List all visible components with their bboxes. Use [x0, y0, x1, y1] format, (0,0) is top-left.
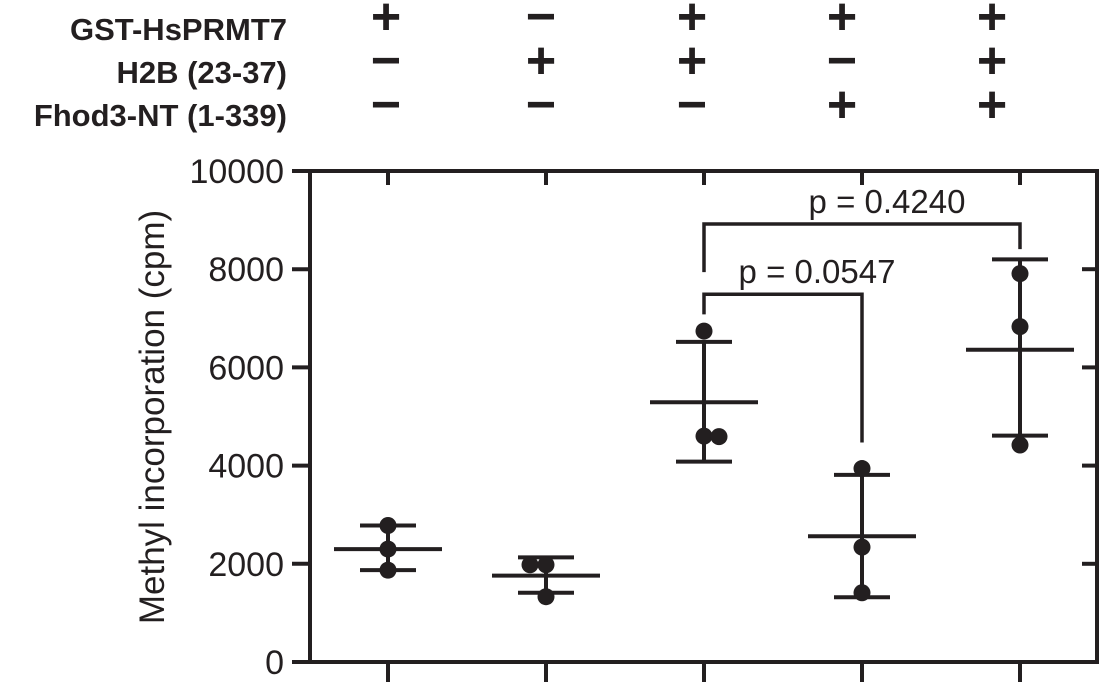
y-tick-label: 0 — [265, 644, 284, 682]
condition-sign: + — [676, 32, 708, 90]
row-label-h2b: H2B (23-37) — [116, 55, 287, 90]
row-label-gst-hsprmt7: GST-HsPRMT7 — [69, 12, 287, 47]
y-tick-label: 8000 — [208, 251, 284, 289]
condition-sign: − — [826, 32, 858, 90]
significance-bracket — [702, 222, 1022, 273]
condition-sign: − — [370, 76, 402, 134]
p-value-label: p = 0.4240 — [809, 183, 966, 220]
y-tick-label: 6000 — [208, 349, 284, 387]
data-point — [695, 322, 713, 340]
condition-sign-grid: + − + + + − + + − + − − − + + — [0, 0, 1111, 140]
p-value-label: p = 0.0547 — [739, 253, 896, 290]
data-point — [853, 538, 871, 556]
data-point — [379, 517, 397, 535]
data-point — [695, 427, 713, 445]
condition-sign: − — [370, 32, 402, 90]
data-point — [1011, 436, 1029, 454]
significance-bracket — [702, 292, 864, 443]
condition-sign: − — [525, 0, 557, 46]
condition-sign: + — [976, 0, 1008, 46]
data-point — [1011, 318, 1029, 336]
condition-sign: + — [976, 32, 1008, 90]
data-point — [853, 584, 871, 602]
condition-sign: − — [676, 76, 708, 134]
data-point — [521, 556, 539, 574]
data-point — [1011, 265, 1029, 283]
data-point — [537, 556, 555, 574]
data-point — [379, 540, 397, 558]
y-axis-label: Methyl incorporation (cpm) — [133, 210, 172, 624]
condition-sign: + — [826, 0, 858, 46]
condition-sign: + — [370, 0, 402, 46]
data-point — [379, 561, 397, 579]
data-point — [537, 588, 555, 606]
data-point — [710, 428, 728, 446]
condition-sign: − — [525, 76, 557, 134]
condition-sign: + — [525, 32, 557, 90]
y-tick-label: 2000 — [208, 546, 284, 584]
y-tick-label: 10000 — [189, 153, 284, 191]
data-point — [853, 460, 871, 478]
row-label-fhod3-nt: Fhod3-NT (1-339) — [33, 98, 287, 133]
condition-sign: + — [676, 0, 708, 46]
condition-sign: + — [976, 76, 1008, 134]
y-tick-label: 4000 — [208, 448, 284, 486]
condition-sign: + — [826, 76, 858, 134]
